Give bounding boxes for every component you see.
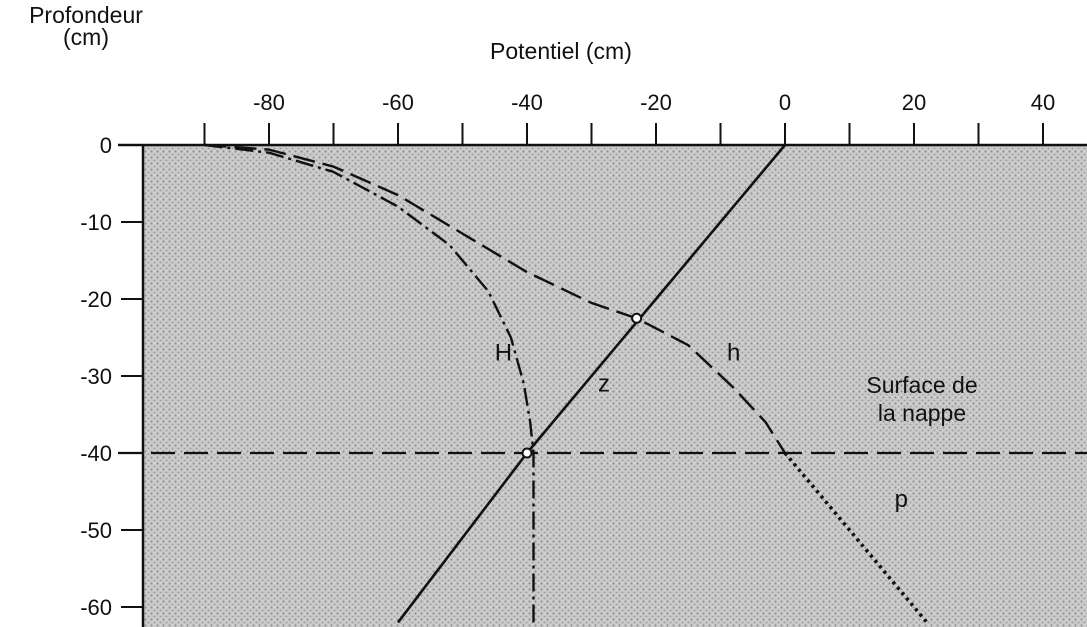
x-tick-label: -60	[382, 90, 414, 115]
y-tick-label: -10	[80, 210, 112, 235]
x-tick-label: -20	[640, 90, 672, 115]
annotation-H: H	[495, 340, 512, 367]
x-tick-label: 40	[1031, 90, 1055, 115]
x-tick-label: -40	[511, 90, 543, 115]
series-h-line	[204, 143, 787, 454]
annotation-h: h	[727, 340, 740, 367]
water-table-label-line2: la nappe	[878, 400, 966, 426]
y-tick-label: -40	[80, 441, 112, 466]
y-axis-title: Profondeur (cm)	[6, 2, 166, 50]
water-table-label-line1: Surface de	[866, 372, 977, 398]
annotation-z: z	[598, 370, 610, 397]
y-tick-label: -30	[80, 364, 112, 389]
x-axis-title: Potentiel (cm)	[490, 38, 632, 64]
intersection-marker	[521, 447, 533, 459]
x-tick-label: 20	[902, 90, 926, 115]
annotation-p: p	[895, 486, 908, 513]
x-tick-label: -80	[253, 90, 285, 115]
y-tick-label: -50	[80, 518, 112, 543]
soil-background	[143, 145, 1087, 627]
series-p-line	[783, 451, 929, 624]
series-H-line	[204, 143, 535, 623]
y-axis-title-line1: Profondeur	[29, 2, 143, 28]
y-tick-label: -20	[80, 287, 112, 312]
y-tick-label: 0	[100, 133, 112, 158]
x-tick-label: 0	[779, 90, 791, 115]
y-tick-label: -60	[80, 595, 112, 620]
intersection-marker	[631, 312, 643, 324]
y-axis-title-line2: (cm)	[63, 24, 109, 50]
